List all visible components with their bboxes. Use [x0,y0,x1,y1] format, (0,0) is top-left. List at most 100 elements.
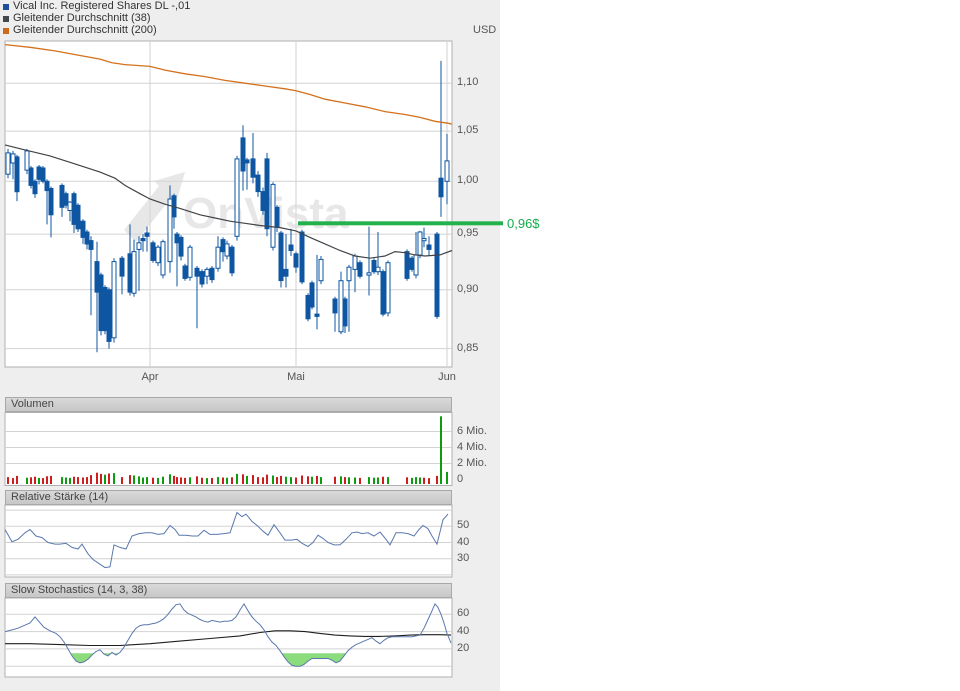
ma38-swatch-icon [3,15,9,22]
volume-bar [419,477,421,484]
volume-bar [104,474,106,484]
volume-bar [46,476,48,484]
volume-bar [90,475,92,484]
volume-bar [320,477,322,484]
volume-bar [173,475,175,484]
ma200-swatch-icon [3,27,9,34]
volume-bar [113,473,115,484]
volume-bar [276,477,278,484]
volume-bar [272,475,274,484]
price-marker-line [298,221,503,226]
volume-bar [65,477,67,484]
volume-bar [157,477,159,484]
volume-bar [295,477,297,484]
volume-bar [211,477,213,484]
legend-item-instrument: Vical Inc. Registered Shares DL -,01 [3,1,190,12]
volume-bar [7,477,9,484]
time-axis-label: Apr [141,371,159,383]
volume-bar [30,477,32,484]
volume-bar [206,478,208,484]
volume-bar [222,477,224,484]
indicator-axis-label: 40 [457,535,470,548]
volume-bar [12,478,14,484]
indicator-axis-label: 30 [457,551,470,564]
indicator-axis-label: 20 [457,641,470,654]
volume-bar [280,475,282,484]
volume-bar [138,476,140,484]
volume-bar [42,478,44,484]
volume-bar [162,476,164,484]
price-axis-label: 0,90 [457,282,479,295]
volume-bar [169,474,171,484]
volume-bar [411,477,413,484]
main-price-panel: OnVista [4,40,503,368]
volume-bar [184,477,186,484]
volume-bar [446,471,448,484]
volume-bar [61,477,63,484]
volume-bar [334,476,336,484]
volume-bar [285,476,287,484]
volume-bar [231,477,233,484]
indicator-axis-label: 4 Mio. [457,440,487,453]
price-marker-label: 0,96$ [507,216,540,231]
currency-label: USD [473,24,497,36]
oversold-fill [281,653,346,667]
volume-bar [73,476,75,484]
volume-bar [257,477,259,484]
volume-bar [262,477,264,484]
volume-bar [180,477,182,484]
volume-bar [354,477,356,484]
price-axis-label: 1,05 [457,124,479,137]
volume-bar [69,477,71,484]
volume-bar [121,477,123,484]
indicator-axis-label: 0 [457,472,464,485]
price-axis-label: 0,85 [457,341,479,354]
volume-bar [290,477,292,484]
rsi-panel-title: Relative Stärke (14) [11,491,109,503]
volume-bar [406,477,408,484]
price-axis-label: 1,10 [457,76,479,89]
volume-bar [82,477,84,484]
indicator-axis-label: 2 Mio. [457,456,487,469]
legend-item-ma38: Gleitender Durchschnitt (38) [3,13,190,24]
legend-item-ma200: Gleitender Durchschnitt (200) [3,25,190,36]
volume-bar [50,475,52,484]
volume-bar [242,474,244,484]
volume-bar [316,475,318,484]
volume-bar [428,478,430,484]
volume-bar [189,477,191,484]
price-axis-label: 1,00 [457,174,479,187]
volume-bar [377,477,379,484]
volume-bar [266,474,268,484]
volume-bar [196,476,198,484]
volume-bar [201,477,203,484]
indicator-axis-label: 6 Mio. [457,424,487,437]
instrument-swatch-icon [3,3,9,10]
stochastics-panel-header: Slow Stochastics (14, 3, 38) [5,583,452,598]
legend-item-label: Gleitender Durchschnitt (200) [13,24,157,36]
volume-bar [108,473,110,484]
volume-bar [152,477,154,484]
volume-bar [142,477,144,484]
volume-bar [129,475,131,484]
volume-bar [38,477,40,484]
volume-bar [86,477,88,484]
volume-bar [340,476,342,484]
volume-bar [252,475,254,484]
time-axis-label: Mai [287,371,305,383]
volume-panel-header: Volumen [5,397,452,412]
volume-bar [387,477,389,484]
volume-bar [368,477,370,484]
volume-bar [100,473,102,484]
volume-bar [96,472,98,484]
volume-bar [217,477,219,484]
indicator-axis-label: 40 [457,624,470,637]
volume-bar [307,476,309,484]
volume-bar [436,475,438,484]
time-axis-label: Jun [438,371,456,383]
volume-bar [301,475,303,484]
legend: Vical Inc. Registered Shares DL -,01 Gle… [3,1,190,37]
volume-bar [344,477,346,484]
